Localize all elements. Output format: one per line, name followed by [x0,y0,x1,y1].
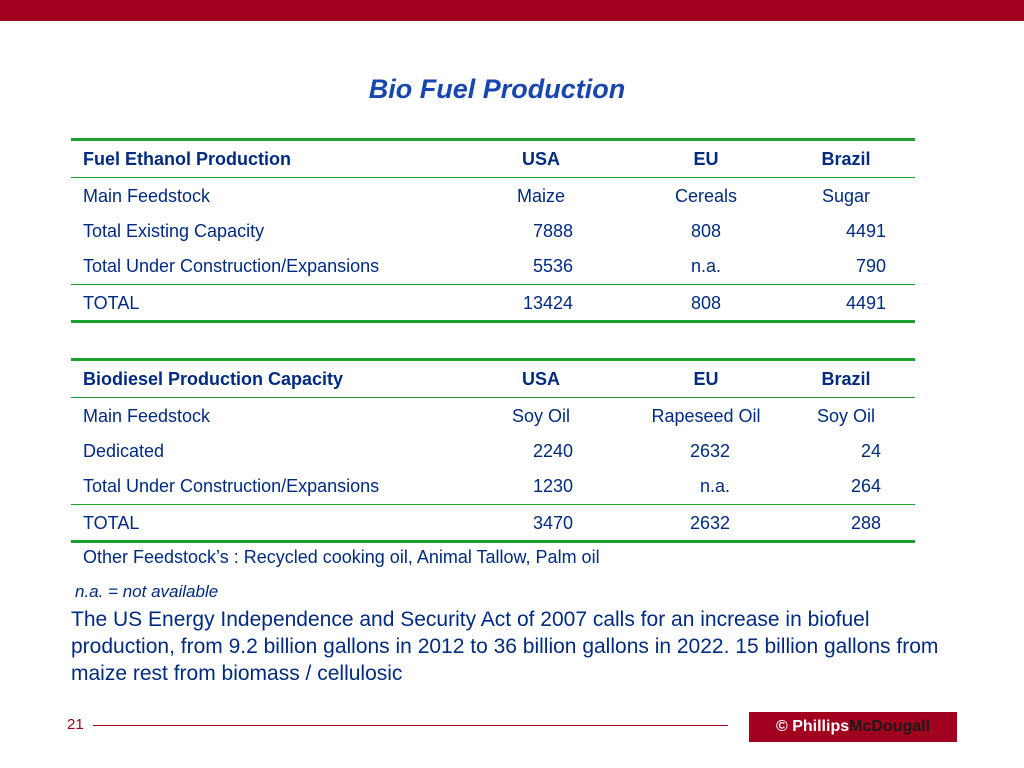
header-brazil: Brazil [821,369,871,389]
table-row: Total Existing Capacity 7888 808 4491 [71,214,915,249]
page-number: 21 [67,716,84,733]
logo-text-mcdougall: McDougall [849,718,931,735]
table-header-row: Biodiesel Production Capacity USA EU Bra… [71,362,915,397]
page-title: Bio Fuel Production [368,74,626,104]
header-label: Fuel Ethanol Production [83,149,291,169]
table-rule [71,138,915,141]
total-usa: 13424 [522,293,573,313]
table-header-row: Fuel Ethanol Production USA EU Brazil [71,142,915,177]
table-row: Total Under Construction/Expansions 5536… [71,249,915,284]
total-brazil: 288 [850,513,881,533]
cell-brazil: 24 [860,441,881,461]
logo-text-phillips: © Phillips [775,718,850,735]
cell-eu: Rapeseed Oil [651,406,761,426]
total-eu: 808 [690,293,722,313]
header-eu: EU [693,149,719,169]
header-eu: EU [693,369,719,389]
table-row: Main Feedstock Soy Oil Rapeseed Oil Soy … [71,399,915,434]
header-usa: USA [521,369,560,389]
cell-brazil: Sugar [821,186,871,206]
table-row: Dedicated 2240 2632 24 [71,434,915,469]
header-label: Biodiesel Production Capacity [83,369,344,389]
cell-usa: Soy Oil [511,406,571,426]
cell-usa: 5536 [532,256,573,276]
cell-usa: 1230 [532,476,573,496]
cell-brazil: 790 [855,256,886,276]
table-rule [71,358,915,361]
table-total-row: TOTAL 3470 2632 288 [71,506,915,541]
cell-usa: 7888 [532,221,573,241]
row-label: Dedicated [83,441,165,461]
cell-eu: Cereals [674,186,738,206]
summary-paragraph: The US Energy Independence and Security … [71,608,939,685]
company-logo: © PhillipsMcDougall [749,712,957,742]
cell-eu: n.a. [699,476,730,496]
table-total-row: TOTAL 13424 808 4491 [71,286,915,321]
header-usa: USA [521,149,560,169]
table-rule [71,504,915,505]
table-row: Main Feedstock Maize Cereals Sugar [71,179,915,214]
cell-eu: 2632 [689,441,730,461]
cell-usa: Maize [516,186,565,206]
row-label: Main Feedstock [83,406,211,426]
row-label: Total Under Construction/Expansions [83,476,380,496]
cell-usa: 2240 [532,441,573,461]
total-usa: 3470 [532,513,573,533]
cell-brazil: Soy Oil [816,406,876,426]
table-rule [71,397,915,398]
table-rule [71,540,915,543]
row-label: Total Existing Capacity [83,221,265,241]
table-rule [71,177,915,178]
total-label: TOTAL [83,513,140,533]
total-brazil: 4491 [845,293,886,313]
cell-eu: 808 [690,221,722,241]
total-eu: 2632 [689,513,730,533]
row-label: Main Feedstock [83,186,211,206]
na-footnote: n.a. = not available [75,582,219,601]
cell-eu: n.a. [690,256,722,276]
header-brazil: Brazil [821,149,871,169]
top-banner [0,0,1024,21]
table-rule [71,320,915,323]
table-row: Total Under Construction/Expansions 1230… [71,469,915,504]
total-label: TOTAL [83,293,140,313]
row-label: Total Under Construction/Expansions [83,256,380,276]
other-feedstock-note: Other Feedstock’s : Recycled cooking oil… [83,547,600,567]
footer-divider [93,725,728,726]
cell-brazil: 4491 [845,221,886,241]
cell-brazil: 264 [850,476,881,496]
table-rule [71,284,915,285]
